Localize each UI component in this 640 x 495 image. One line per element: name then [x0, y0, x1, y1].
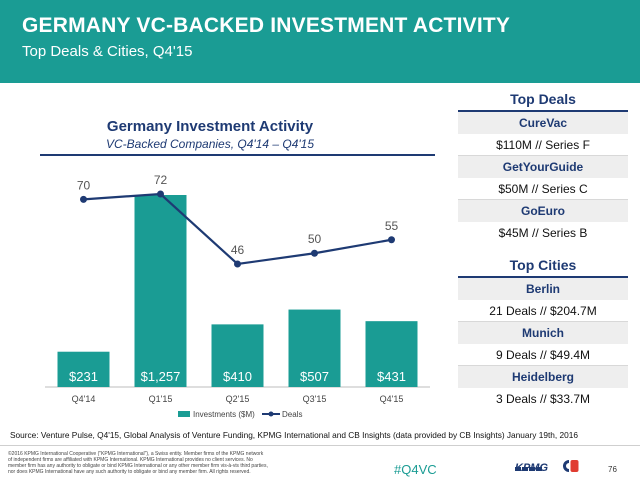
- legend-label-deals: Deals: [282, 410, 302, 419]
- deals-value-label: 50: [308, 232, 322, 246]
- top-deals-rule: [458, 110, 628, 112]
- legal-disclaimer: ©2016 KPMG International Cooperative ("K…: [8, 451, 268, 475]
- bar-investment: [57, 351, 110, 387]
- x-tick-label: Q3'15: [303, 394, 327, 404]
- deals-point: [311, 249, 318, 257]
- deals-point: [234, 260, 241, 268]
- bar-investment: [134, 195, 187, 387]
- cb-insights-logo-icon: [563, 460, 579, 472]
- deal-name: CureVac: [458, 112, 628, 134]
- x-tick-label: Q1'15: [149, 394, 173, 404]
- top-cities-title: Top Cities: [509, 257, 577, 273]
- bar-value-label: $231: [69, 369, 98, 384]
- legend-label-investments: Investments ($M): [193, 410, 255, 419]
- x-tick-label: Q4'15: [380, 394, 404, 404]
- x-tick-label: Q2'15: [226, 394, 250, 404]
- top-deals-title: Top Deals: [510, 91, 576, 107]
- city-value: 9 Deals // $49.4M: [458, 344, 628, 366]
- city-name: Munich: [458, 322, 628, 344]
- chart-subtitle: VC-Backed Companies, Q4'14 – Q4'15: [105, 137, 315, 151]
- footer-rule: [0, 445, 640, 446]
- deals-value-label: 46: [231, 243, 245, 257]
- page-subtitle: Top Deals & Cities, Q4'15: [22, 43, 193, 60]
- deals-point: [157, 190, 164, 198]
- kpmg-logo: KPMG: [515, 462, 548, 474]
- city-value: 21 Deals // $204.7M: [458, 300, 628, 322]
- deal-value: $45M // Series B: [498, 226, 588, 240]
- top-deals-panel: Top Deals CureVac $110M // Series F GetY…: [458, 88, 628, 244]
- city-name: Heidelberg: [458, 366, 628, 388]
- deal-name: GetYourGuide: [458, 156, 628, 178]
- x-tick-label: Q4'14: [72, 394, 96, 404]
- legend-marker-deals: [268, 411, 274, 417]
- city-name: Berlin: [458, 278, 628, 300]
- deals-point: [80, 195, 87, 203]
- bar-investment: [365, 321, 418, 387]
- top-cities-rule: [458, 276, 628, 278]
- deals-value-label: 72: [154, 173, 168, 187]
- bar-value-label: $507: [300, 369, 329, 384]
- bar-investment: [288, 309, 341, 387]
- bar-value-label: $410: [223, 369, 252, 384]
- chart-title: Germany Investment Activity: [106, 118, 314, 135]
- top-cities-panel: Top Cities Berlin 21 Deals // $204.7M Mu…: [458, 254, 628, 410]
- source-note: Source: Venture Pulse, Q4'15, Global Ana…: [10, 430, 578, 440]
- header-banner: GERMANY VC-BACKED INVESTMENT ACTIVITY To…: [0, 0, 640, 83]
- bar-value-label: $431: [377, 369, 406, 384]
- deal-name: GoEuro: [458, 200, 628, 222]
- deals-point: [388, 236, 395, 244]
- page-title: GERMANY VC-BACKED INVESTMENT ACTIVITY: [22, 14, 511, 37]
- deals-value-label: 70: [77, 178, 91, 192]
- hashtag-label: #Q4VC: [394, 462, 437, 477]
- page-number: 76: [608, 465, 617, 474]
- city-value: 3 Deals // $33.7M: [495, 392, 591, 406]
- chart-title-rule: [40, 154, 435, 156]
- kpmg-logo-blocks: [515, 458, 545, 471]
- deals-value-label: 55: [385, 219, 399, 233]
- bar-investment: [211, 324, 264, 387]
- deal-value: $50M // Series C: [458, 178, 628, 200]
- bar-value-label: $1,257: [141, 369, 181, 384]
- legend-swatch-investments: [178, 411, 190, 417]
- deal-value: $110M // Series F: [458, 134, 628, 156]
